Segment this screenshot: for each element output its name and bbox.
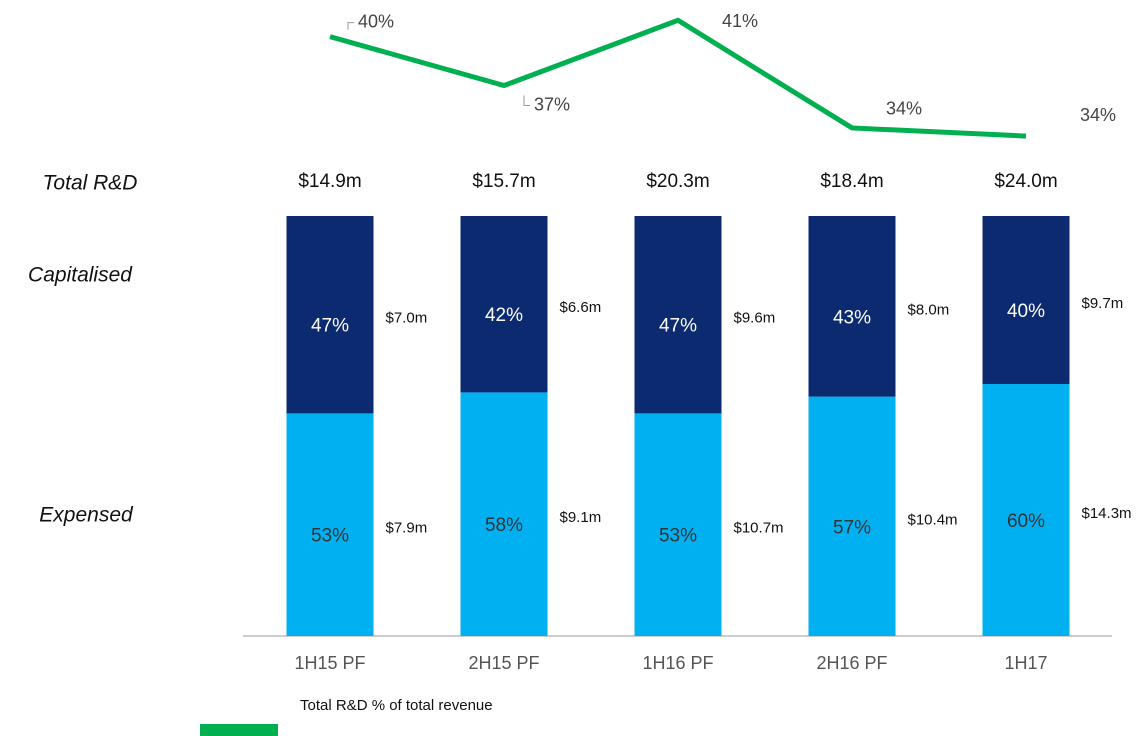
x-tick-label: 2H16 PF xyxy=(816,653,887,673)
bar-segment xyxy=(634,413,722,636)
amount-label: $9.1m xyxy=(560,509,602,526)
bar-segment xyxy=(982,216,1070,384)
bar-value-label: 40% xyxy=(1007,301,1045,322)
total-label: $14.9m xyxy=(298,171,361,192)
x-tick-label: 1H15 PF xyxy=(294,653,365,673)
line xyxy=(329,17,1027,139)
bar-value-label: 42% xyxy=(485,305,523,326)
x-tick-label: 1H17 xyxy=(1004,653,1047,673)
bar-segment xyxy=(808,216,896,397)
bar-segment xyxy=(460,216,548,393)
amount-label: $9.7m xyxy=(1082,295,1124,312)
bar-value-label: 43% xyxy=(833,307,871,328)
bar-segment xyxy=(982,384,1070,636)
total-label: $18.4m xyxy=(820,171,883,192)
bar-segment xyxy=(808,396,896,636)
leader-line xyxy=(523,95,530,107)
amount-label: $14.3m xyxy=(1082,505,1132,522)
line-value-label: 41% xyxy=(722,11,758,31)
leader-line xyxy=(347,22,354,30)
bar-segment xyxy=(460,392,548,636)
total-label: $15.7m xyxy=(472,171,535,192)
total-label: $24.0m xyxy=(994,171,1057,192)
row-label: Expensed xyxy=(39,504,134,527)
legend-swatch xyxy=(200,724,278,736)
bar-segment xyxy=(286,216,374,414)
bar-value-label: 58% xyxy=(485,515,523,536)
amount-label: $7.0m xyxy=(386,310,428,327)
bar-value-label: 47% xyxy=(311,316,349,337)
amount-label: $8.0m xyxy=(908,301,950,318)
legend-label: Total R&D % of total revenue xyxy=(300,697,493,714)
x-tick-label: 1H16 PF xyxy=(642,653,713,673)
bar-segment xyxy=(634,216,722,414)
amount-label: $6.6m xyxy=(560,299,602,316)
line-value-label: 37% xyxy=(534,94,570,114)
bar-value-label: 47% xyxy=(659,316,697,337)
bar-value-label: 57% xyxy=(833,517,871,538)
line-value-label: 40% xyxy=(358,11,394,31)
amount-label: $7.9m xyxy=(386,520,428,537)
amount-label: $10.4m xyxy=(908,511,958,528)
total-label: $20.3m xyxy=(646,171,709,192)
bar-value-label: 53% xyxy=(659,526,697,547)
row-label: Total R&D xyxy=(43,172,138,195)
line-value-label: 34% xyxy=(886,99,922,119)
bar-segment xyxy=(286,413,374,636)
amount-label: $9.6m xyxy=(734,310,776,327)
line-value-label: 34% xyxy=(1080,105,1116,125)
bar-value-label: 60% xyxy=(1007,511,1045,532)
row-label: Capitalised xyxy=(28,264,133,287)
amount-label: $10.7m xyxy=(734,520,784,537)
bar-value-label: 53% xyxy=(311,526,349,547)
x-tick-label: 2H15 PF xyxy=(468,653,539,673)
